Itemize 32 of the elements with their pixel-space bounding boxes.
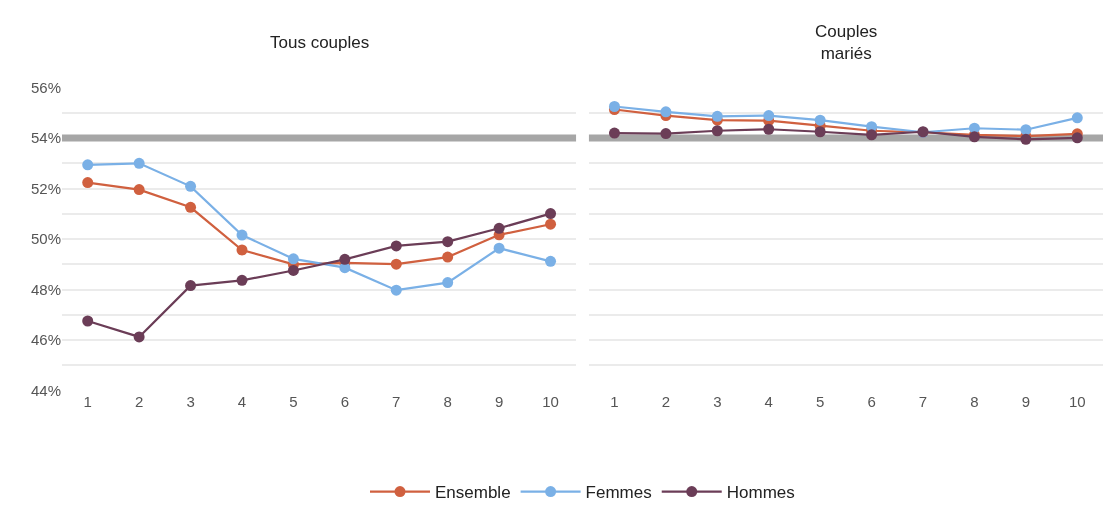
y-tick-label: 48% bbox=[30, 280, 61, 298]
x-tick-label: 3 bbox=[713, 392, 722, 410]
legend-label: Hommes bbox=[726, 483, 795, 503]
x-tick-label: 9 bbox=[1021, 392, 1031, 410]
chart-title: Couples mariés bbox=[815, 22, 878, 64]
x-tick-label: 10 bbox=[1068, 392, 1086, 410]
x-tick-label: 1 bbox=[610, 392, 619, 410]
x-tick-label: 4 bbox=[237, 392, 247, 410]
x-tick-label: 6 bbox=[340, 392, 350, 410]
y-tick-label: 44% bbox=[30, 381, 61, 399]
x-tick-label: 8 bbox=[970, 392, 979, 410]
x-tick-label: 1 bbox=[83, 392, 92, 410]
y-tick-label: 50% bbox=[30, 230, 61, 248]
legend-label: Femmes bbox=[585, 483, 652, 503]
x-tick-label: 4 bbox=[764, 392, 773, 410]
y-tick-label: 54% bbox=[30, 129, 61, 147]
x-tick-label: 2 bbox=[661, 392, 671, 410]
y-tick-label: 56% bbox=[30, 78, 61, 96]
x-tick-label: 7 bbox=[918, 392, 928, 410]
x-tick-label: 6 bbox=[867, 392, 876, 410]
x-tick-label: 5 bbox=[289, 392, 298, 410]
x-tick-label: 7 bbox=[392, 392, 401, 410]
chart-title: Tous couples bbox=[270, 33, 370, 52]
x-tick-label: 10 bbox=[542, 392, 559, 410]
x-tick-label: 2 bbox=[134, 392, 144, 410]
legend-label: Ensemble bbox=[435, 483, 511, 503]
x-tick-label: 9 bbox=[494, 392, 504, 410]
y-tick-label: 46% bbox=[30, 331, 61, 349]
y-tick-label: 52% bbox=[30, 179, 61, 197]
x-tick-label: 3 bbox=[186, 392, 195, 410]
x-tick-label: 5 bbox=[815, 392, 825, 410]
x-tick-label: 8 bbox=[443, 392, 452, 410]
